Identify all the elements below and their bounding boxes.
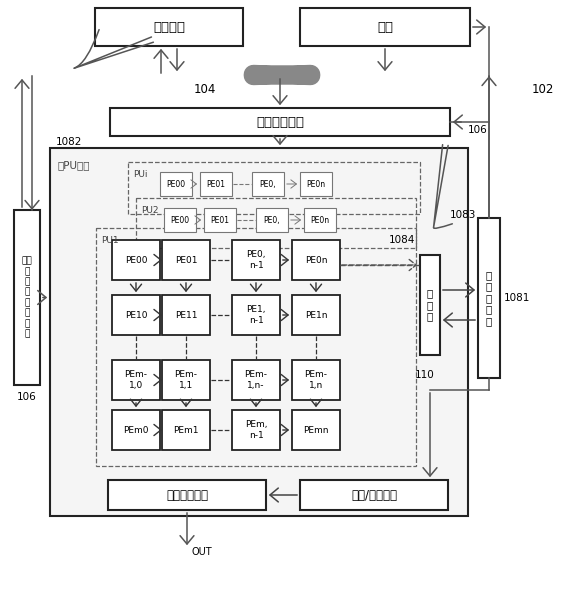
Text: OUT: OUT [192,547,213,557]
Text: PE01: PE01 [175,255,197,265]
Text: 1083: 1083 [450,210,477,220]
Text: PEm-
1,1: PEm- 1,1 [174,370,198,390]
Text: PE0n: PE0n [306,180,325,189]
Bar [162,360,210,400]
Text: PE1n: PE1n [305,311,327,320]
Text: PU2: PU2 [141,206,158,215]
Text: PEm-
1,n: PEm- 1,n [305,370,328,390]
Bar [162,410,210,450]
Text: 1081: 1081 [504,293,530,303]
Bar [162,295,210,335]
Bar [204,208,236,232]
Bar [136,198,416,248]
Bar [232,360,280,400]
Text: 102: 102 [532,83,554,96]
Text: 1082: 1082 [55,137,82,147]
Text: PEm-
1,n-: PEm- 1,n- [245,370,268,390]
Bar [110,108,450,136]
Bar [108,480,266,510]
Bar [292,295,340,335]
Bar [112,295,160,335]
Text: PEmn: PEmn [303,425,329,434]
Text: PE0n: PE0n [310,215,329,224]
Text: PE00: PE00 [170,215,190,224]
Text: PE1,
n-1: PE1, n-1 [246,305,266,325]
Text: 激活/池化单元: 激活/池化单元 [351,488,397,502]
Text: 主存: 主存 [377,20,393,33]
Bar [232,410,280,450]
Text: 110: 110 [415,370,435,380]
Bar [232,295,280,335]
Text: PEm,
n-1: PEm, n-1 [245,420,267,440]
Bar [164,208,196,232]
Bar [420,255,440,355]
Bar [160,172,192,196]
Bar [96,228,416,466]
Text: PE00: PE00 [166,180,186,189]
Text: 权重缓存单元: 权重缓存单元 [256,115,304,129]
Text: 主控制器: 主控制器 [153,20,185,33]
Bar [304,208,336,232]
Bar [478,218,500,378]
Bar [162,240,210,280]
Text: 总
线
控
制
器: 总 线 控 制 器 [486,270,492,326]
Text: PE10: PE10 [125,311,147,320]
Bar [50,148,468,516]
Text: PE0,: PE0, [264,215,280,224]
Bar [112,240,160,280]
Bar [112,360,160,400]
Bar [252,172,284,196]
Bar [128,162,420,214]
Bar [200,172,232,196]
Text: PE0,: PE0, [260,180,276,189]
Bar [112,410,160,450]
Text: 106: 106 [17,392,37,402]
Text: PEm1: PEm1 [173,425,199,434]
Bar [292,360,340,400]
Text: PEm-
1,0: PEm- 1,0 [125,370,148,390]
Text: PE0,
n-1: PE0, n-1 [246,250,266,270]
Bar [292,240,340,280]
Bar [232,240,280,280]
Bar [292,410,340,450]
Text: 输出缓冲单元: 输出缓冲单元 [166,488,208,502]
Bar [300,172,332,196]
Text: 106: 106 [468,125,488,135]
Text: 加
法
器: 加 法 器 [427,289,433,322]
Bar [14,210,40,385]
Bar [300,8,470,46]
Text: PE0n: PE0n [305,255,327,265]
Bar [256,208,288,232]
Text: 子PU矩阵: 子PU矩阵 [58,160,91,170]
Text: PE01: PE01 [207,180,225,189]
Text: PE11: PE11 [175,311,197,320]
Text: PUi: PUi [133,170,148,179]
Text: PEm0: PEm0 [123,425,149,434]
Text: 1084: 1084 [389,235,415,245]
Text: PU1: PU1 [101,236,119,245]
Text: PE01: PE01 [211,215,229,224]
Text: 104: 104 [194,83,216,96]
Text: PE00: PE00 [125,255,147,265]
Bar [95,8,243,46]
Text: 特征
图
数
据
缓
存
单
元: 特征 图 数 据 缓 存 单 元 [22,256,32,339]
Bar [300,480,448,510]
